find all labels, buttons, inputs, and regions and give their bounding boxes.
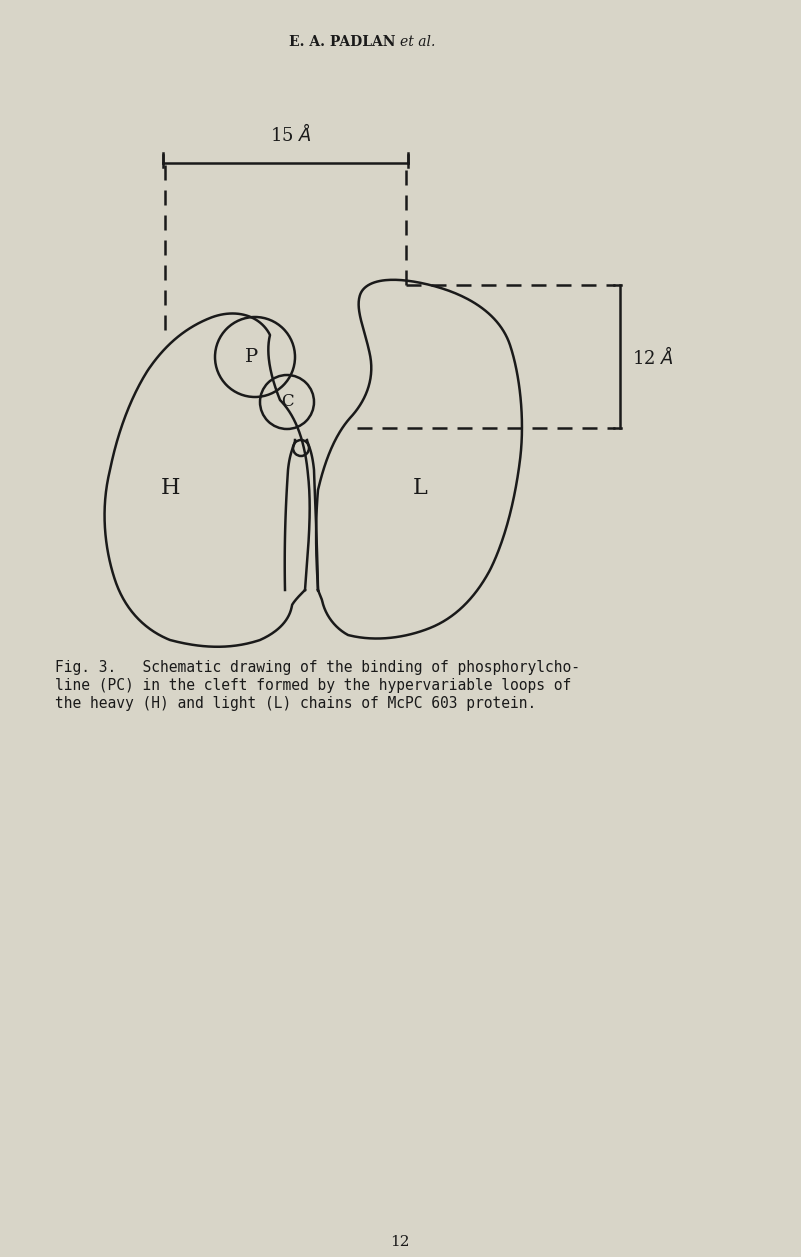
Text: 12 $\AA$: 12 $\AA$	[632, 346, 674, 367]
Text: P: P	[245, 348, 259, 366]
Text: et al.: et al.	[400, 35, 436, 49]
Text: C: C	[280, 393, 293, 411]
Text: Fig. 3.   Schematic drawing of the binding of phosphorylcho-: Fig. 3. Schematic drawing of the binding…	[55, 660, 580, 675]
Text: L: L	[413, 476, 428, 499]
Text: 15 $\AA$: 15 $\AA$	[270, 123, 312, 145]
Text: 12: 12	[390, 1234, 410, 1249]
Text: E. A. PADLAN: E. A. PADLAN	[288, 35, 400, 49]
Text: line (PC) in the cleft formed by the hypervariable loops of: line (PC) in the cleft formed by the hyp…	[55, 678, 571, 693]
Text: the heavy (H) and light (L) chains of McPC 603 protein.: the heavy (H) and light (L) chains of Mc…	[55, 696, 536, 711]
Text: H: H	[160, 476, 179, 499]
